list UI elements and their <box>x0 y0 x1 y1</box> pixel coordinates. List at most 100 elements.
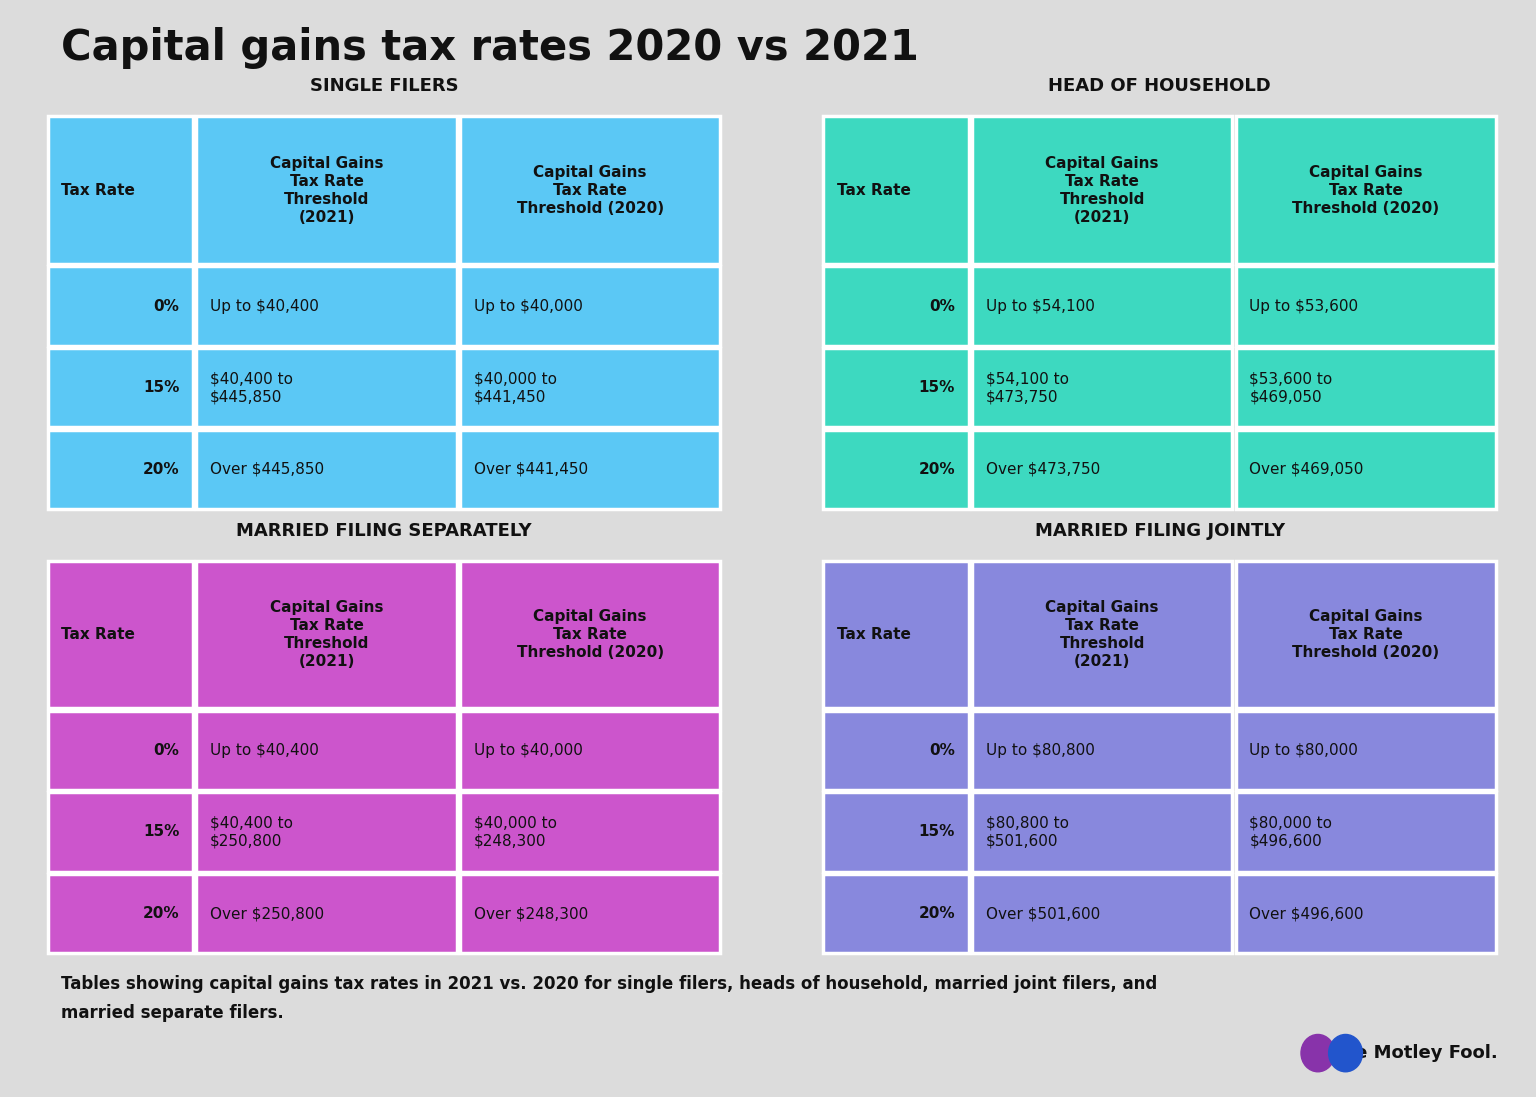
Text: HEAD OF HOUSEHOLD: HEAD OF HOUSEHOLD <box>1048 78 1272 95</box>
Text: Up to $40,000: Up to $40,000 <box>473 298 582 314</box>
Text: 0%: 0% <box>929 743 955 758</box>
FancyBboxPatch shape <box>823 561 969 709</box>
Text: $80,000 to
$496,600: $80,000 to $496,600 <box>1249 815 1332 848</box>
Text: $54,100 to
$473,750: $54,100 to $473,750 <box>986 371 1069 404</box>
FancyBboxPatch shape <box>823 267 969 346</box>
Text: Up to $54,100: Up to $54,100 <box>986 298 1095 314</box>
Text: Tax Rate: Tax Rate <box>837 627 911 642</box>
FancyBboxPatch shape <box>197 267 456 346</box>
FancyBboxPatch shape <box>972 711 1232 790</box>
Text: Over $250,800: Over $250,800 <box>210 906 324 921</box>
FancyBboxPatch shape <box>48 561 194 709</box>
FancyBboxPatch shape <box>972 348 1232 428</box>
Text: 15%: 15% <box>143 825 180 839</box>
FancyBboxPatch shape <box>823 116 969 264</box>
Text: Up to $40,400: Up to $40,400 <box>210 298 319 314</box>
Text: SINGLE FILERS: SINGLE FILERS <box>310 78 458 95</box>
FancyBboxPatch shape <box>1235 792 1496 872</box>
Text: Over $473,750: Over $473,750 <box>986 462 1100 477</box>
Text: Over $501,600: Over $501,600 <box>986 906 1100 921</box>
FancyBboxPatch shape <box>197 116 456 264</box>
Text: 0%: 0% <box>154 743 180 758</box>
FancyBboxPatch shape <box>48 711 194 790</box>
FancyBboxPatch shape <box>972 267 1232 346</box>
Text: 20%: 20% <box>919 462 955 477</box>
FancyBboxPatch shape <box>197 792 456 872</box>
Text: Over $496,600: Over $496,600 <box>1249 906 1364 921</box>
Text: 0%: 0% <box>929 298 955 314</box>
FancyBboxPatch shape <box>197 348 456 428</box>
Text: Capital gains tax rates 2020 vs 2021: Capital gains tax rates 2020 vs 2021 <box>61 27 920 69</box>
FancyBboxPatch shape <box>459 348 720 428</box>
Text: $40,000 to
$441,450: $40,000 to $441,450 <box>473 371 556 404</box>
Text: Capital Gains
Tax Rate
Threshold (2020): Capital Gains Tax Rate Threshold (2020) <box>516 165 664 216</box>
FancyBboxPatch shape <box>972 874 1232 953</box>
FancyBboxPatch shape <box>1235 116 1496 264</box>
Text: Capital Gains
Tax Rate
Threshold (2020): Capital Gains Tax Rate Threshold (2020) <box>516 609 664 660</box>
FancyBboxPatch shape <box>459 116 720 264</box>
Text: Tables showing capital gains tax rates in 2021 vs. 2020 for single filers, heads: Tables showing capital gains tax rates i… <box>61 975 1158 993</box>
Text: 20%: 20% <box>919 906 955 921</box>
FancyBboxPatch shape <box>48 267 194 346</box>
FancyBboxPatch shape <box>197 430 456 509</box>
Text: 20%: 20% <box>143 906 180 921</box>
Text: $40,400 to
$445,850: $40,400 to $445,850 <box>210 371 293 404</box>
Text: Over $441,450: Over $441,450 <box>473 462 588 477</box>
FancyBboxPatch shape <box>972 792 1232 872</box>
FancyBboxPatch shape <box>1235 874 1496 953</box>
Text: $40,000 to
$248,300: $40,000 to $248,300 <box>473 815 556 848</box>
Text: 20%: 20% <box>143 462 180 477</box>
Text: Capital Gains
Tax Rate
Threshold
(2021): Capital Gains Tax Rate Threshold (2021) <box>270 600 384 669</box>
Text: 15%: 15% <box>143 381 180 395</box>
Text: Over $445,850: Over $445,850 <box>210 462 324 477</box>
Text: Up to $80,800: Up to $80,800 <box>986 743 1095 758</box>
FancyBboxPatch shape <box>823 348 969 428</box>
Text: Tax Rate: Tax Rate <box>61 627 135 642</box>
FancyBboxPatch shape <box>48 116 194 264</box>
Text: $53,600 to
$469,050: $53,600 to $469,050 <box>1249 371 1333 404</box>
FancyBboxPatch shape <box>48 430 194 509</box>
Text: Over $248,300: Over $248,300 <box>473 906 588 921</box>
FancyBboxPatch shape <box>1235 711 1496 790</box>
Text: married separate filers.: married separate filers. <box>61 1005 284 1022</box>
Text: MARRIED FILING SEPARATELY: MARRIED FILING SEPARATELY <box>237 522 531 540</box>
Text: 0%: 0% <box>154 298 180 314</box>
FancyBboxPatch shape <box>197 561 456 709</box>
Text: Over $469,050: Over $469,050 <box>1249 462 1364 477</box>
Text: $40,400 to
$250,800: $40,400 to $250,800 <box>210 815 293 848</box>
FancyBboxPatch shape <box>1235 348 1496 428</box>
FancyBboxPatch shape <box>459 874 720 953</box>
Text: Tax Rate: Tax Rate <box>61 183 135 197</box>
Text: 15%: 15% <box>919 381 955 395</box>
FancyBboxPatch shape <box>1235 430 1496 509</box>
FancyBboxPatch shape <box>1235 267 1496 346</box>
Text: $80,800 to
$501,600: $80,800 to $501,600 <box>986 815 1069 848</box>
FancyBboxPatch shape <box>48 348 194 428</box>
FancyBboxPatch shape <box>823 874 969 953</box>
FancyBboxPatch shape <box>823 711 969 790</box>
Ellipse shape <box>1301 1034 1335 1072</box>
FancyBboxPatch shape <box>459 561 720 709</box>
FancyBboxPatch shape <box>48 874 194 953</box>
FancyBboxPatch shape <box>972 430 1232 509</box>
Text: 15%: 15% <box>919 825 955 839</box>
FancyBboxPatch shape <box>459 792 720 872</box>
Ellipse shape <box>1329 1034 1362 1072</box>
Text: Capital Gains
Tax Rate
Threshold (2020): Capital Gains Tax Rate Threshold (2020) <box>1292 165 1439 216</box>
Text: Tax Rate: Tax Rate <box>837 183 911 197</box>
Text: MARRIED FILING JOINTLY: MARRIED FILING JOINTLY <box>1035 522 1284 540</box>
FancyBboxPatch shape <box>459 711 720 790</box>
FancyBboxPatch shape <box>459 430 720 509</box>
FancyBboxPatch shape <box>1235 561 1496 709</box>
FancyBboxPatch shape <box>823 430 969 509</box>
Text: Up to $40,000: Up to $40,000 <box>473 743 582 758</box>
Text: Up to $40,400: Up to $40,400 <box>210 743 319 758</box>
Text: Capital Gains
Tax Rate
Threshold (2020): Capital Gains Tax Rate Threshold (2020) <box>1292 609 1439 660</box>
FancyBboxPatch shape <box>197 874 456 953</box>
Text: The Motley Fool.: The Motley Fool. <box>1330 1044 1498 1062</box>
Text: Up to $53,600: Up to $53,600 <box>1249 298 1358 314</box>
Text: Capital Gains
Tax Rate
Threshold
(2021): Capital Gains Tax Rate Threshold (2021) <box>1046 156 1160 225</box>
Text: Up to $80,000: Up to $80,000 <box>1249 743 1358 758</box>
Text: Capital Gains
Tax Rate
Threshold
(2021): Capital Gains Tax Rate Threshold (2021) <box>1046 600 1160 669</box>
FancyBboxPatch shape <box>459 267 720 346</box>
